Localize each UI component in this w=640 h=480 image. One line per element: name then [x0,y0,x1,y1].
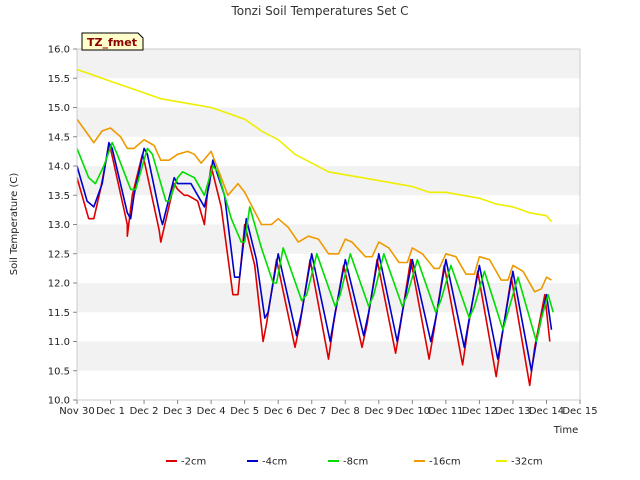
chart-title: Tonzi Soil Temperatures Set C [230,4,408,18]
x-tick-label: Dec 13 [495,406,530,417]
y-tick-label: 10.5 [48,366,70,377]
grid-band [77,136,580,166]
x-axis-ticks: Nov 30 Dec 1 Dec 2 Dec 3 Dec 4 Dec 5 Dec 6 Dec … [59,400,598,417]
legend: -2cm -4cm -8cm -16cm -32cm [166,457,543,468]
y-tick-label: 12.0 [48,279,70,290]
y-tick-label: 12.5 [48,249,70,260]
y-tick-label: 15.5 [48,74,70,85]
x-tick-label: Dec 3 [163,406,192,417]
y-axis-ticks: 10.0 10.5 11.0 11.5 12.0 12.5 13.0 13.5 14.0 14.5… [48,45,77,407]
series-line-8cmcm [76,141,554,343]
x-tick-label: Nov 30 [59,406,94,417]
grid-band [77,370,580,400]
x-tick-label: Dec 7 [297,406,326,417]
x-tick-label: Dec 11 [428,406,463,417]
annotation-label: TZ_fmet [87,36,137,49]
y-tick-label: 11.0 [48,337,70,348]
x-tick-label: Dec 10 [395,406,430,417]
legend-label: -32cm [511,457,543,468]
grid-band [77,78,580,108]
series-lines [76,68,554,387]
series-line-4cmcm [76,141,553,372]
legend-label: -8cm [343,457,368,468]
series-line-32cmcm [76,68,553,223]
y-tick-label: 10.0 [48,396,70,407]
grid-bands [77,49,580,400]
y-tick-label: 13.0 [48,220,70,231]
legend-label: -2cm [181,457,206,468]
y-tick-label: 13.5 [48,191,70,202]
x-tick-label: Dec 14 [529,406,564,417]
y-tick-label: 16.0 [48,45,70,56]
y-tick-label: 11.5 [48,308,70,319]
x-axis-title: Time [553,425,578,436]
x-tick-label: Dec 12 [462,406,497,417]
x-tick-label: Dec 8 [331,406,360,417]
x-tick-label: Dec 15 [562,406,597,417]
y-tick-label: 15.0 [48,103,70,114]
y-axis-title: Soil Temperature (C) [9,173,20,276]
grid-band [77,107,580,137]
x-tick-label: Dec 2 [130,406,159,417]
series-line-16cmcm [76,118,552,293]
x-tick-label: Dec 6 [264,406,293,417]
x-tick-label: Dec 1 [96,406,125,417]
annotation-box [81,32,144,51]
grid-band [77,253,580,283]
y-tick-label: 14.0 [48,162,70,173]
tz-fmet-annotation: TZ_fmet [81,32,144,51]
y-tick-label: 14.5 [48,132,70,143]
legend-label: -4cm [262,457,287,468]
grid-band [77,224,580,254]
legend-label: -16cm [429,457,461,468]
x-tick-label: Dec 5 [230,406,259,417]
grid-band [77,49,580,79]
x-tick-label: Dec 4 [197,406,226,417]
x-tick-label: Dec 9 [364,406,393,417]
grid-band [77,166,580,196]
